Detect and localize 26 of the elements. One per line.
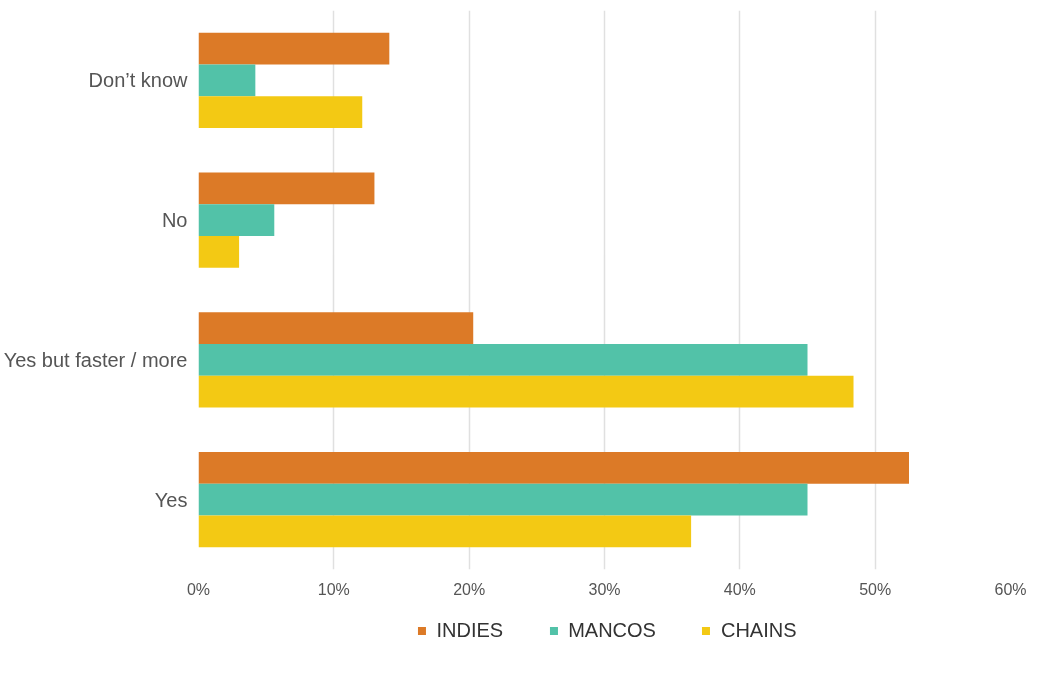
- x-tick-label: 0%: [186, 580, 211, 598]
- x-tick-label: 50%: [859, 580, 892, 598]
- bar: [198, 64, 256, 97]
- x-tick-label: 10%: [317, 580, 350, 598]
- bar: [198, 172, 375, 205]
- y-tick-label: Yes: [154, 488, 188, 511]
- x-tick-label: 60%: [994, 580, 1027, 598]
- bar: [198, 204, 275, 236]
- bar: [198, 375, 854, 408]
- x-tick-label: 30%: [588, 580, 621, 598]
- bar: [198, 452, 909, 484]
- bar: [198, 483, 808, 516]
- x-tick-label: 20%: [453, 580, 486, 598]
- bar: [198, 235, 240, 268]
- y-tick-label: Yes but faster / more: [3, 348, 188, 371]
- x-tick-label: 40%: [723, 580, 756, 598]
- bar: [198, 344, 808, 376]
- bar: [198, 515, 692, 548]
- legend-label: MANCOS: [568, 618, 656, 642]
- bar: [198, 96, 363, 128]
- bar: [198, 312, 474, 345]
- y-tick-label: No: [161, 209, 188, 232]
- legend-label: CHAINS: [720, 618, 797, 642]
- bar: [198, 32, 390, 65]
- legend-label: INDIES: [436, 618, 504, 642]
- y-tick-label: Don’t know: [88, 69, 189, 92]
